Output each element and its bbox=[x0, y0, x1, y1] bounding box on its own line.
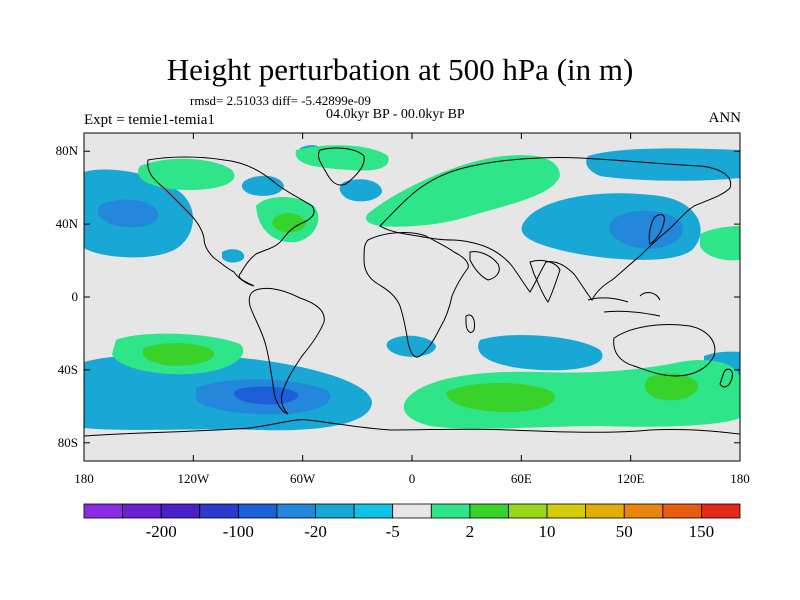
season-label: ANN bbox=[708, 110, 742, 126]
latitude-axis: 80N 40N 0 40S 80S bbox=[56, 143, 740, 450]
colorbar-label: -100 bbox=[223, 522, 254, 541]
colorbar-swatch bbox=[83, 503, 123, 519]
colorbar-swatch bbox=[315, 503, 355, 519]
anomaly-positive-eastcanada-core bbox=[272, 213, 306, 233]
colorbar-label: 10 bbox=[539, 522, 556, 541]
map-panel bbox=[83, 132, 741, 462]
anomaly-positive-southeast-pacific-core bbox=[142, 343, 215, 366]
colorbar-swatch bbox=[430, 503, 471, 519]
x-tick-label: 60W bbox=[290, 471, 316, 486]
coast-north-america bbox=[147, 156, 315, 287]
anomaly-positive-npacific-east-edge bbox=[700, 226, 740, 261]
anomaly-negative-npacific-west-core bbox=[97, 199, 159, 228]
period-text: 04.0kyr BP - 00.0kyr BP bbox=[326, 107, 465, 122]
x-tick-label: 180 bbox=[730, 471, 750, 486]
colorbar-label: -5 bbox=[386, 522, 400, 541]
anomaly-positive-eurasia bbox=[365, 155, 560, 227]
y-tick-label: 40S bbox=[58, 362, 78, 377]
coastlines bbox=[84, 147, 740, 437]
colorbar-swatch bbox=[276, 503, 316, 519]
anomaly-negative-siberia bbox=[586, 148, 740, 181]
colorbar-swatch bbox=[508, 503, 548, 519]
coast-arabia bbox=[469, 251, 500, 281]
anomaly-negative-mexico bbox=[222, 249, 245, 263]
coast-greenland bbox=[317, 147, 365, 186]
y-tick-label: 80S bbox=[58, 435, 78, 450]
longitude-axis: 180 120W 60W 0 60E 120E 180 bbox=[74, 133, 750, 486]
colorbar-swatch bbox=[199, 503, 239, 519]
anomaly-negative-south-africa bbox=[386, 335, 436, 357]
anomaly-shading bbox=[84, 145, 740, 431]
colorbar-swatch bbox=[160, 503, 201, 519]
colorbar-label: 50 bbox=[616, 522, 633, 541]
coast-south-america bbox=[248, 287, 325, 415]
colorbar-swatch bbox=[392, 503, 432, 519]
coast-australia bbox=[613, 324, 716, 377]
coast-africa bbox=[363, 232, 469, 358]
colorbar-swatch bbox=[469, 503, 509, 519]
experiment-label: Expt = temie1-temia1 bbox=[84, 112, 215, 128]
colorbar-label: -200 bbox=[146, 522, 177, 541]
colorbar-label: 150 bbox=[689, 522, 715, 541]
colorbar-swatch bbox=[623, 503, 664, 519]
coast-new-zealand bbox=[719, 368, 733, 388]
anomaly-positive-south-australia-core bbox=[644, 373, 699, 401]
map-title: Height perturbation at 500 hPa (in m) bbox=[166, 52, 634, 87]
x-tick-label: 120E bbox=[617, 471, 645, 486]
colorbar-swatch bbox=[662, 503, 702, 519]
colorbar-swatch bbox=[701, 503, 741, 519]
colorbar-swatch bbox=[237, 503, 278, 519]
anomaly-negative-drake-inner bbox=[234, 386, 299, 405]
x-tick-label: 60E bbox=[511, 471, 532, 486]
anomaly-positive-southern-indian-core bbox=[446, 383, 556, 412]
anomaly-negative-south-indian bbox=[478, 335, 603, 371]
colorbar-swatch bbox=[585, 503, 625, 519]
coast-southeast-asia-islands bbox=[587, 292, 661, 317]
colorbar-swatch bbox=[353, 503, 394, 519]
anomaly-negative-arctic-canada bbox=[241, 175, 284, 196]
coast-europe-asia bbox=[379, 156, 732, 301]
coast-japan bbox=[648, 214, 665, 245]
x-tick-label: 120W bbox=[177, 471, 210, 486]
coast-antarctica bbox=[84, 419, 740, 437]
coast-madagascar bbox=[465, 314, 475, 333]
colorbar-swatch bbox=[122, 503, 162, 519]
coast-india bbox=[529, 259, 561, 303]
colorbar-swatch bbox=[546, 503, 587, 519]
y-tick-label: 40N bbox=[56, 216, 79, 231]
anomaly-positive-alaska bbox=[138, 158, 235, 190]
colorbar: -200 -100 -20 -5 2 10 50 150 bbox=[83, 503, 741, 541]
x-tick-label: 0 bbox=[409, 471, 416, 486]
colorbar-label: -20 bbox=[304, 522, 327, 541]
y-tick-label: 0 bbox=[72, 289, 79, 304]
x-tick-label: 180 bbox=[74, 471, 94, 486]
colorbar-label: 2 bbox=[466, 522, 475, 541]
y-tick-label: 80N bbox=[56, 143, 79, 158]
anomaly-negative-northatlantic bbox=[339, 179, 382, 202]
stats-text: rmsd= 2.51033 diff= -5.42899e-09 bbox=[190, 93, 371, 108]
